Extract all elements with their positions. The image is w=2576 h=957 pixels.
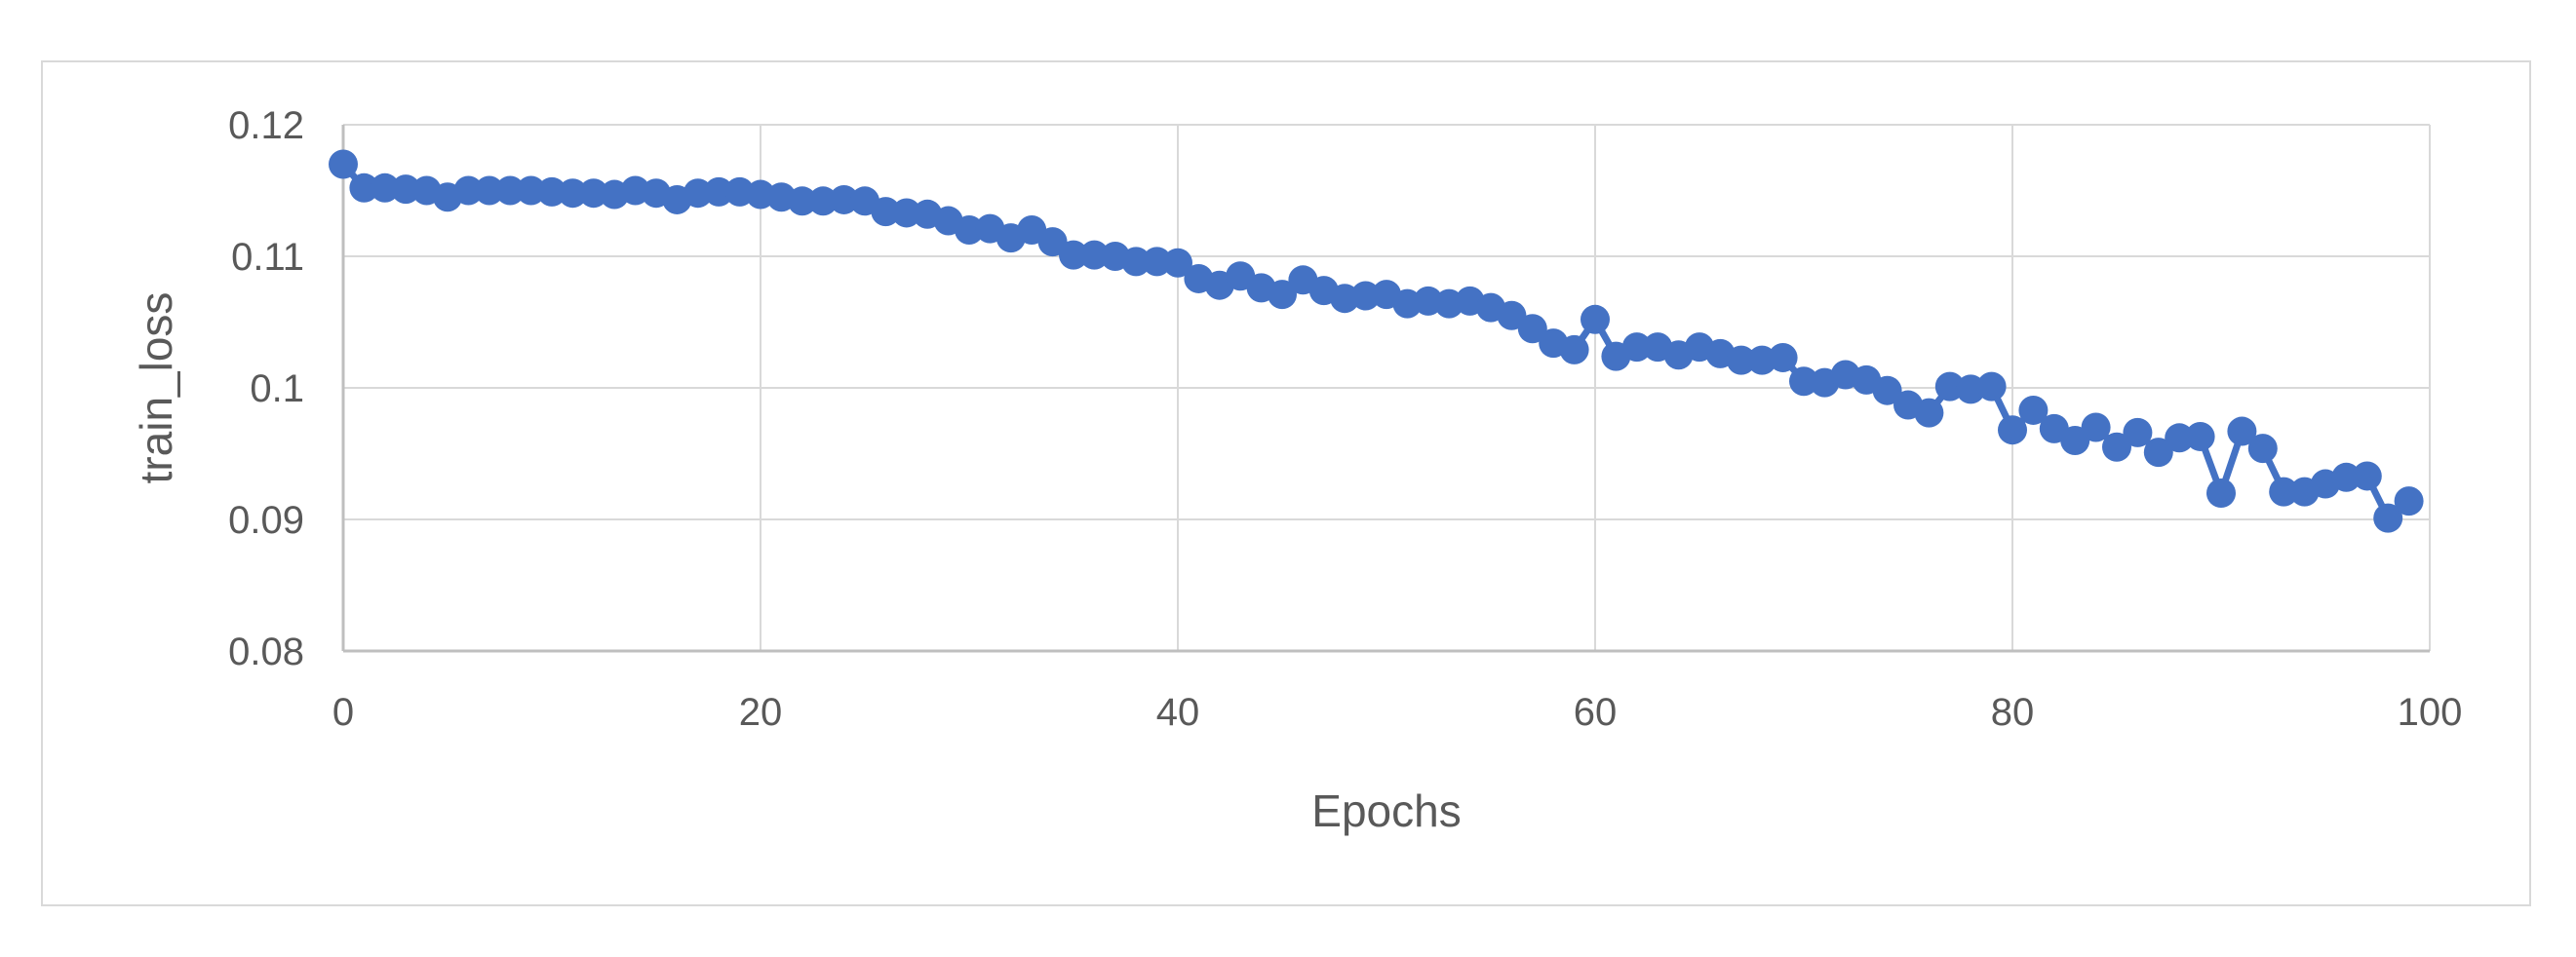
y-tick-label: 0.12 bbox=[228, 104, 304, 147]
data-point bbox=[2018, 395, 2049, 425]
data-point bbox=[1872, 375, 1902, 405]
x-axis-title: Epochs bbox=[1311, 785, 1461, 836]
data-point bbox=[495, 175, 526, 206]
data-point bbox=[808, 186, 839, 216]
data-point bbox=[2331, 462, 2361, 492]
y-tick-label: 0.08 bbox=[228, 631, 304, 673]
series-line bbox=[340, 162, 2411, 522]
y-tick-label: 0.1 bbox=[250, 367, 304, 410]
line-chart: 0.08 0.09 0.1 0.11 0.12 0 20 40 60 80 100 Epochs t… bbox=[131, 104, 2462, 836]
data-point bbox=[1268, 280, 1297, 310]
data-point bbox=[1559, 334, 1589, 364]
data-point bbox=[871, 197, 901, 227]
data-point bbox=[1079, 240, 1110, 270]
data-point bbox=[2394, 486, 2424, 517]
data-point bbox=[1142, 247, 1172, 277]
x-tick-label: 80 bbox=[1991, 691, 2035, 734]
data-point bbox=[829, 184, 859, 214]
data-point bbox=[578, 178, 608, 209]
data-point bbox=[2143, 438, 2173, 468]
data-point bbox=[2123, 417, 2153, 447]
data-point bbox=[2227, 416, 2257, 446]
data-point bbox=[2060, 426, 2090, 455]
data-point bbox=[474, 175, 504, 206]
series-train-loss bbox=[329, 149, 2424, 533]
data-point bbox=[1914, 398, 1944, 428]
data-point bbox=[891, 198, 921, 228]
data-point bbox=[2373, 503, 2403, 533]
data-point bbox=[1789, 366, 1818, 397]
x-tick-label: 0 bbox=[332, 691, 354, 734]
data-point bbox=[349, 172, 379, 203]
data-point bbox=[516, 175, 546, 206]
data-point bbox=[1121, 247, 1151, 277]
tick-labels: 0.08 0.09 0.1 0.11 0.12 0 20 40 60 80 100 bbox=[228, 104, 2462, 734]
y-axis-title: train_loss bbox=[131, 292, 181, 484]
x-tick-label: 40 bbox=[1156, 691, 1200, 734]
data-point bbox=[2165, 423, 2195, 453]
data-point bbox=[2206, 478, 2236, 508]
data-point bbox=[704, 176, 734, 207]
data-point bbox=[1350, 281, 1381, 311]
data-point bbox=[1998, 415, 2027, 445]
x-tick-label: 60 bbox=[1574, 691, 1618, 734]
data-point bbox=[683, 178, 713, 209]
data-point bbox=[1768, 342, 1798, 372]
data-point bbox=[329, 149, 358, 179]
data-point bbox=[391, 174, 421, 205]
data-point bbox=[2102, 432, 2131, 462]
data-point bbox=[537, 176, 566, 207]
data-point bbox=[1059, 240, 1088, 270]
data-point bbox=[2352, 461, 2382, 491]
data-point bbox=[787, 186, 817, 216]
data-point bbox=[2081, 412, 2111, 442]
data-point bbox=[1621, 332, 1652, 363]
axes bbox=[341, 125, 2430, 653]
x-tick-label: 20 bbox=[739, 691, 783, 734]
data-point bbox=[1037, 227, 1068, 257]
data-point bbox=[1517, 314, 1547, 344]
data-point bbox=[1163, 248, 1192, 278]
data-point bbox=[1497, 300, 1527, 330]
data-point bbox=[1726, 345, 1756, 375]
data-point bbox=[2185, 421, 2215, 451]
data-point bbox=[955, 215, 984, 245]
data-point bbox=[370, 172, 400, 203]
data-point bbox=[1581, 304, 1610, 334]
data-point bbox=[558, 178, 588, 209]
chart-area: 0.08 0.09 0.1 0.11 0.12 0 20 40 60 80 100 Epochs t… bbox=[41, 60, 2531, 906]
data-point bbox=[2247, 434, 2278, 464]
y-tick-label: 0.09 bbox=[228, 499, 304, 542]
data-point bbox=[1976, 371, 2007, 402]
data-point bbox=[2269, 477, 2299, 507]
x-tick-label: 100 bbox=[2398, 691, 2463, 734]
data-point bbox=[453, 175, 484, 206]
y-tick-label: 0.11 bbox=[231, 236, 304, 279]
